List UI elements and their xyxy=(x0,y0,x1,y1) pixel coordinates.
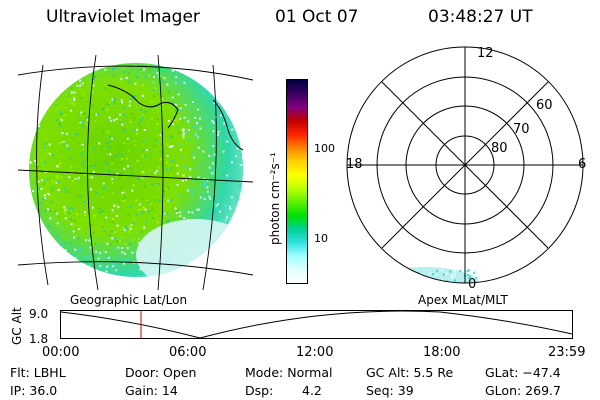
timeline-ytick-low: 1.8 xyxy=(29,332,49,346)
dsp-label: Dsp: xyxy=(245,383,274,398)
timeline-right-label: Apex MLat/MLT xyxy=(418,293,508,307)
ip-value: IP: 36.0 xyxy=(10,383,58,398)
timeline-ytick-high: 9.0 xyxy=(29,307,49,321)
time-label: 03:48:27 UT xyxy=(428,7,533,27)
altitude-timeline-plot xyxy=(60,310,573,339)
sequence-value: Seq: 39 xyxy=(366,383,414,398)
colorbar-tick-100: 100 xyxy=(314,142,335,155)
mlt-label-18: 18 xyxy=(346,157,363,172)
lat-label-80: 80 xyxy=(491,141,508,156)
gain-value: Gain: 14 xyxy=(125,383,178,398)
lat-label-60: 60 xyxy=(536,98,553,113)
geographic-longitude-value: GLon: 269.7 xyxy=(485,383,561,398)
colorbar xyxy=(286,79,308,284)
earth-globe-image xyxy=(18,54,253,290)
colorbar-unit-label: photon cm⁻²s⁻¹ xyxy=(268,152,282,245)
mlt-label-0: 0 xyxy=(468,277,477,292)
door-status: Door: Open xyxy=(125,365,197,380)
polar-plot xyxy=(346,46,584,284)
mode-value: Mode: Normal xyxy=(245,365,333,380)
dsp-value: 4.2 xyxy=(302,383,322,398)
gc-altitude-value: GC Alt: 5.5 Re xyxy=(366,365,454,380)
instrument-title: Ultraviolet Imager xyxy=(46,7,200,27)
geographic-latitude-value: GLat: −47.4 xyxy=(485,365,561,380)
timeline-xtick-0000: 00:00 xyxy=(42,345,80,360)
date-label: 01 Oct 07 xyxy=(275,7,359,27)
colorbar-gradient xyxy=(287,80,307,283)
timeline-left-label: Geographic Lat/Lon xyxy=(70,293,188,307)
mlt-label-12: 12 xyxy=(477,46,494,61)
timeline-axis-title: GC Alt xyxy=(10,307,24,345)
mlt-label-6: 6 xyxy=(578,157,587,172)
colorbar-tick-10: 10 xyxy=(314,232,328,245)
timeline-xtick-1800: 18:00 xyxy=(423,345,461,360)
timeline-xtick-0600: 06:00 xyxy=(169,345,207,360)
timeline-xtick-1200: 12:00 xyxy=(296,345,334,360)
lat-label-70: 70 xyxy=(513,122,530,137)
filter-value: Flt: LBHL xyxy=(10,365,66,380)
timeline-xtick-2359: 23:59 xyxy=(548,345,586,360)
